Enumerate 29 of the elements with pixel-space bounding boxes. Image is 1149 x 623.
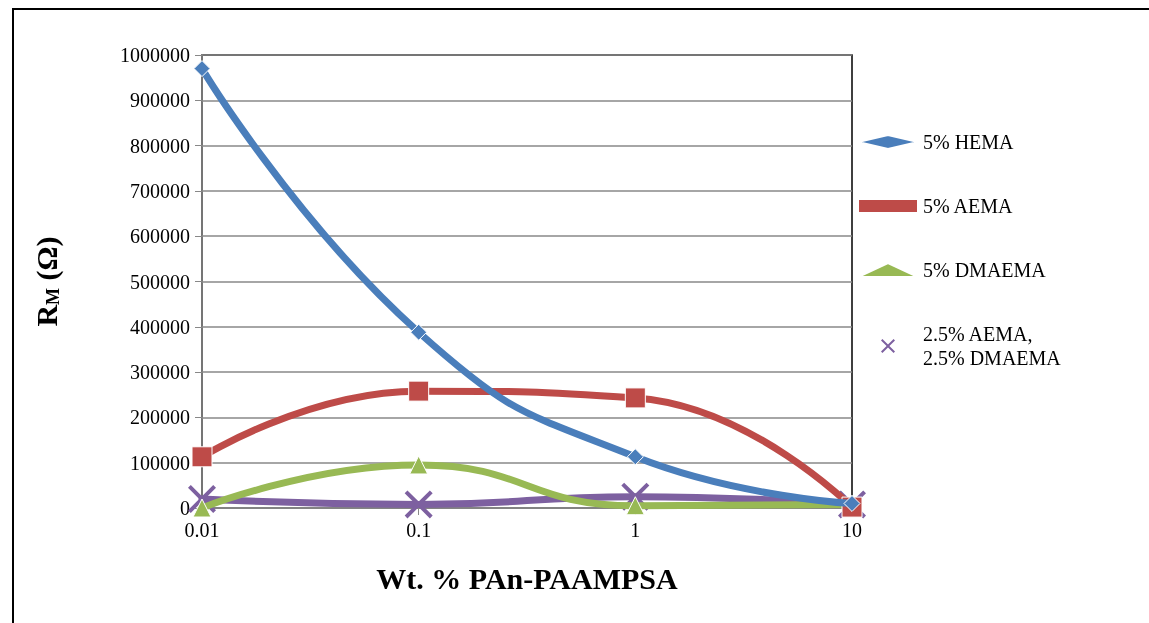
point [409, 455, 429, 475]
legend-label: 5% HEMA [923, 131, 1015, 153]
legend-label: 5% DMAEMA [923, 259, 1047, 281]
point [191, 446, 213, 468]
y-tick-label: 600000 [130, 225, 190, 248]
point [626, 448, 644, 466]
legend-label: 2.5% AEMA, 2.5% DMAEMA [923, 323, 1062, 369]
x-tick-label: 1 [630, 519, 641, 541]
legend-label: 5% AEMA [923, 195, 1013, 217]
y-tick-label: 100000 [130, 451, 190, 474]
point [624, 387, 646, 409]
point [404, 490, 433, 519]
y-tick-label: 700000 [130, 179, 190, 202]
y-axis-title: RM (Ω) [29, 236, 64, 327]
point [193, 60, 211, 78]
x-tick-label: 10 [842, 519, 862, 541]
y-tick-label: 900000 [130, 89, 190, 112]
x-tick-label: 0.01 [184, 519, 220, 541]
y-tick-label: 300000 [130, 361, 190, 384]
point [410, 323, 428, 341]
y-tick-label: 200000 [130, 406, 190, 429]
x-axis-title: Wt. % PAn-PAAMPSA [376, 561, 678, 595]
y-tick-label: 400000 [130, 315, 190, 338]
y-tick-label: 0 [180, 497, 190, 519]
y-tick-label: 1000000 [120, 44, 190, 66]
point [408, 380, 430, 402]
x-tick-label: 0.1 [406, 519, 432, 541]
y-tick-label: 800000 [130, 134, 190, 157]
y-tick-label: 500000 [130, 270, 190, 293]
